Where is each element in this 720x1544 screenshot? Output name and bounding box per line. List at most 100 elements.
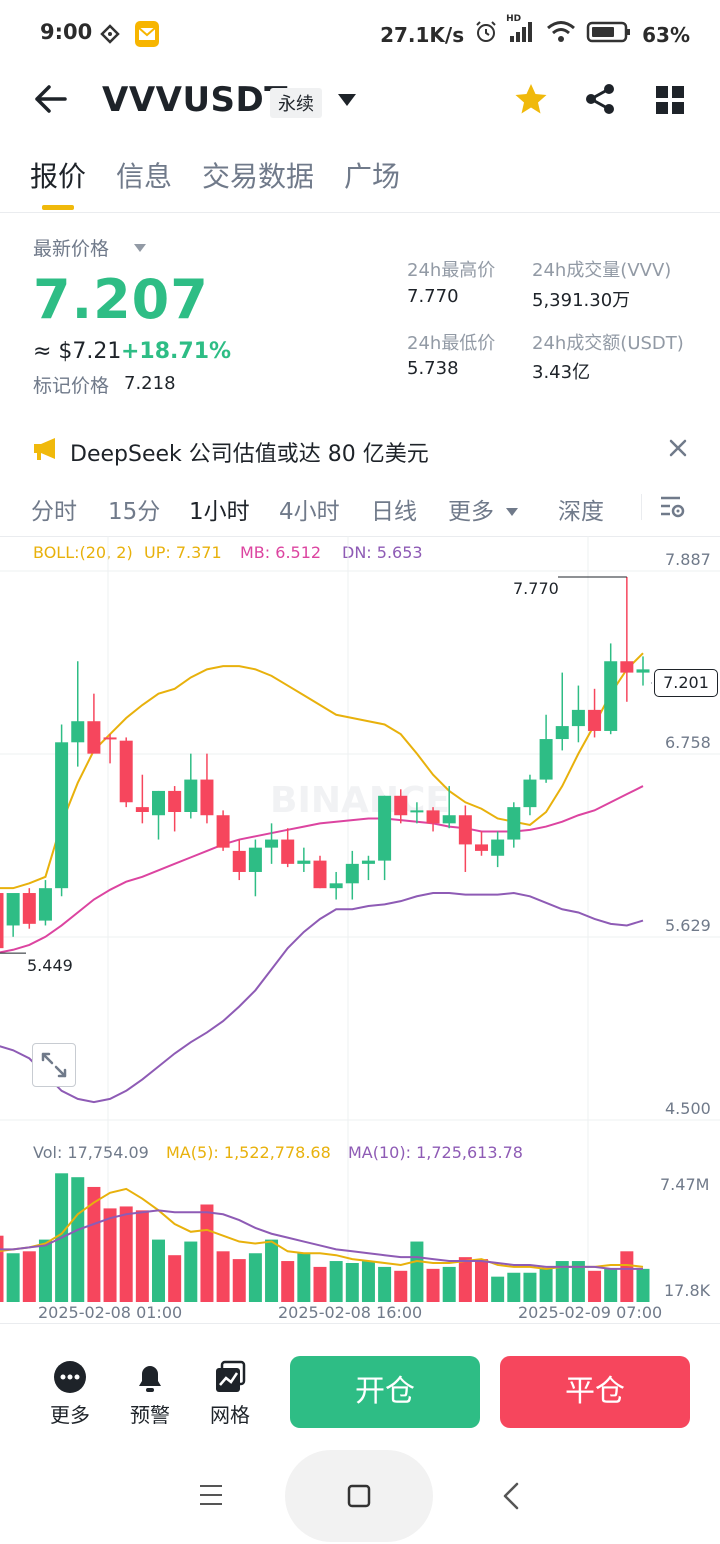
back-arrow-icon[interactable]: [33, 84, 67, 118]
tf-time-share[interactable]: 分时: [31, 499, 77, 525]
tf-depth[interactable]: 深度: [558, 499, 604, 525]
high-value: 7.770: [407, 286, 459, 307]
expand-icon[interactable]: [32, 1043, 76, 1087]
back-nav-icon[interactable]: [502, 1482, 520, 1514]
volume-bar: [329, 1261, 343, 1302]
candle-body: [135, 807, 149, 812]
volume-bar: [620, 1251, 634, 1302]
status-right: 27.1K/s HD 63%: [380, 14, 690, 49]
battery-icon: [586, 20, 632, 49]
volume-bar: [135, 1210, 149, 1302]
boll-lines: [0, 652, 644, 1104]
chart-settings-icon[interactable]: [660, 495, 686, 523]
volume-bar: [200, 1204, 214, 1302]
mark-price: 7.218: [124, 373, 176, 394]
dropdown-caret-icon[interactable]: [337, 92, 357, 111]
latest-price-label[interactable]: 最新价格: [33, 238, 110, 260]
battery-percent: 63%: [642, 22, 690, 47]
candle-body: [539, 739, 553, 780]
volume-bar: [507, 1272, 521, 1302]
tab-trading-data[interactable]: 交易数据: [202, 160, 315, 193]
candle-body: [588, 709, 602, 731]
close-position-button[interactable]: 平仓: [500, 1356, 690, 1428]
mark-price-label: 标记价格: [33, 375, 110, 397]
tab-active-indicator: [42, 205, 74, 210]
candle-body: [38, 888, 52, 921]
more-icon: [54, 1361, 86, 1393]
candle-body: [297, 860, 311, 864]
volume-bar: [103, 1208, 117, 1302]
amount-label: 24h成交额(USDT): [532, 333, 684, 354]
more-button[interactable]: 更多: [40, 1360, 100, 1428]
candle-body: [248, 847, 262, 872]
volume-bar: [297, 1253, 311, 1302]
grid-trading-button[interactable]: 网格: [200, 1360, 260, 1428]
grid-icon[interactable]: [656, 86, 684, 118]
volume-bar: [523, 1272, 537, 1302]
volume-value: 5,391.30万: [532, 290, 631, 311]
candle-body: [152, 790, 165, 816]
star-icon[interactable]: [514, 83, 548, 119]
news-ticker[interactable]: DeepSeek 公司估值或达 80 亿美元: [70, 442, 429, 467]
price-axis-0: 7.887: [665, 550, 711, 569]
candle-body: [216, 815, 230, 848]
watermark: BINANCE: [270, 780, 450, 821]
volume-bar: [636, 1268, 650, 1302]
share-icon[interactable]: [584, 83, 616, 119]
tab-square[interactable]: 广场: [344, 160, 401, 193]
open-position-button[interactable]: 开仓: [290, 1356, 480, 1428]
volume-bar: [232, 1259, 246, 1302]
kline-chart[interactable]: BINANCE: [0, 536, 720, 1326]
candle-body: [329, 883, 343, 889]
price-axis-1: 6.758: [665, 733, 711, 752]
volume-bar: [119, 1206, 133, 1302]
contract-type-badge: 永续: [270, 88, 322, 118]
amount-value: 3.43亿: [532, 362, 591, 383]
volume-bar: [491, 1276, 505, 1302]
alarm-icon: [474, 20, 498, 49]
volume-bar: [394, 1270, 408, 1302]
candle-body: [394, 795, 408, 816]
volume-bar: [539, 1268, 553, 1302]
more-label: 更多: [50, 1403, 90, 1427]
tab-quote[interactable]: 报价: [30, 160, 87, 193]
vol-ma10: MA(10): 1,725,613.78: [348, 1143, 523, 1162]
menu-nav-icon[interactable]: [199, 1484, 223, 1510]
tf-4h[interactable]: 4小时: [279, 499, 340, 525]
wifi-icon: [546, 20, 576, 49]
vol-label: Vol: 17,754.09: [33, 1143, 149, 1162]
home-pill[interactable]: [285, 1450, 433, 1542]
boll-up: UP: 7.371: [144, 543, 222, 562]
boll-up-line: [0, 652, 644, 890]
candle-body: [265, 839, 279, 848]
candle-body: [620, 661, 634, 673]
caret-down-icon[interactable]: [133, 238, 147, 257]
tf-more[interactable]: 更多: [448, 499, 494, 525]
tab-info[interactable]: 信息: [116, 160, 173, 193]
boll-mid-line: [0, 785, 644, 954]
price-axis-3: 4.500: [665, 1099, 711, 1118]
usd-price: ≈ $7.21: [33, 339, 122, 364]
symbol-title[interactable]: VVVUSDT: [102, 80, 288, 120]
time-axis-0: 2025-02-08 01:00: [38, 1303, 183, 1322]
candle-body: [0, 893, 4, 949]
vol-axis-1: 17.8K: [664, 1281, 711, 1300]
candle-body: [571, 709, 585, 727]
tf-1h[interactable]: 1小时: [189, 499, 250, 525]
volume-bar: [475, 1259, 488, 1302]
candle-body: [87, 721, 101, 754]
candle-body: [55, 742, 69, 889]
time-axis-1: 2025-02-08 16:00: [278, 1303, 423, 1322]
tf-15m[interactable]: 15分: [108, 499, 161, 525]
close-icon[interactable]: [668, 438, 688, 462]
bottom-divider: [0, 1323, 720, 1324]
chart-grid: [0, 536, 720, 1300]
more-caret-icon[interactable]: [505, 502, 519, 521]
tf-daily[interactable]: 日线: [371, 499, 417, 525]
candle-body: [168, 790, 182, 812]
alert-button[interactable]: 预警: [120, 1360, 180, 1428]
candle-body: [200, 779, 214, 816]
volume-bar: [442, 1266, 456, 1302]
candle-body: [458, 815, 472, 845]
